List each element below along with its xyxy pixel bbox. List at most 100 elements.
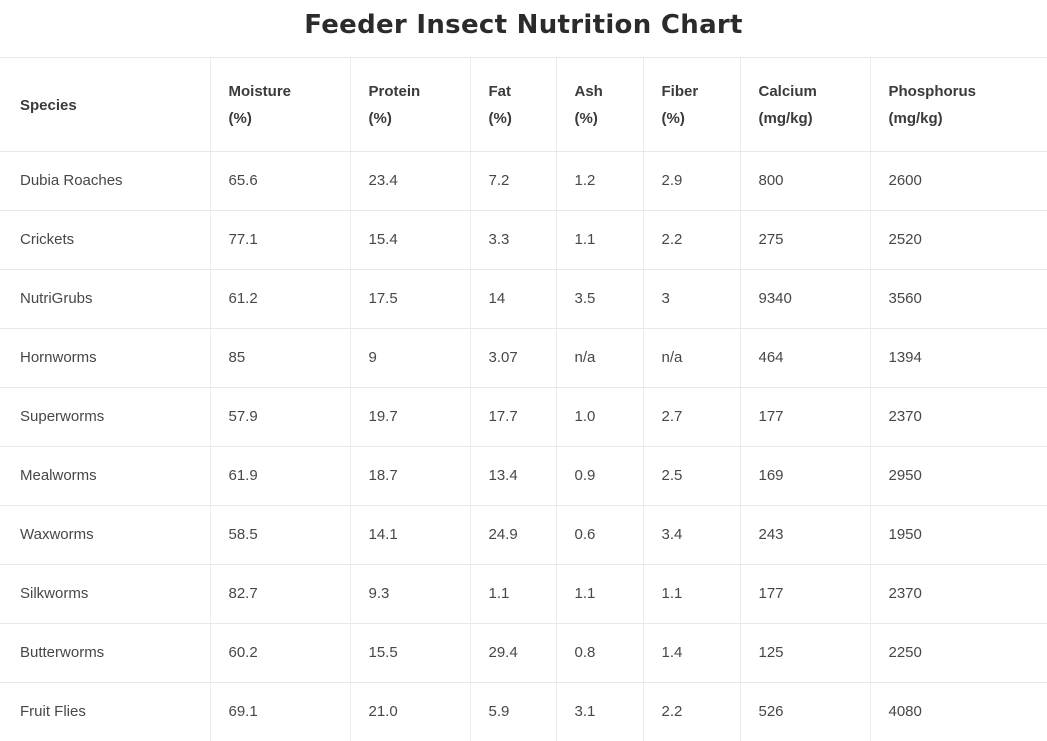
column-label: Phosphorus	[888, 83, 977, 100]
species-cell: Waxworms	[0, 505, 210, 565]
value-cell: 85	[209, 328, 350, 388]
value-cell: 17.5	[349, 269, 470, 329]
column-header-fiber: Fiber (%)	[642, 57, 740, 152]
species-cell: Hornworms	[0, 328, 210, 388]
value-cell: 3.4	[642, 505, 740, 565]
value-cell: 5.9	[469, 682, 556, 741]
value-cell: 9340	[739, 269, 870, 329]
value-cell: 0.8	[555, 623, 643, 683]
value-cell: 58.5	[209, 505, 350, 565]
value-cell: 82.7	[209, 564, 350, 624]
value-cell: 3.1	[555, 682, 643, 741]
table-row: Superworms 57.9 19.7 17.7 1.0 2.7 177 2370	[0, 387, 1047, 447]
value-cell: 77.1	[209, 210, 350, 270]
value-cell: 23.4	[349, 151, 470, 211]
column-unit: (%)	[661, 110, 685, 127]
value-cell: 60.2	[209, 623, 350, 683]
header-row: Species Moisture (%) Protein (%) Fat (%) As…	[0, 57, 1047, 152]
value-cell: 169	[739, 446, 870, 506]
value-cell: 4080	[869, 682, 1047, 741]
column-label: Fiber	[661, 83, 699, 100]
column-header-calcium: Calcium (mg/kg)	[739, 57, 870, 152]
value-cell: 1.1	[642, 564, 740, 624]
species-cell: Butterworms	[0, 623, 210, 683]
species-cell: Dubia Roaches	[20, 172, 123, 189]
table-row: NutriGrubs 61.2 17.5 14 3.5 3 9340 3560	[0, 269, 1047, 329]
value-cell: 1.1	[555, 210, 643, 270]
species-cell: Fruit Flies	[0, 682, 210, 741]
table-row: Fruit Flies 69.1 21.0 5.9 3.1 2.2 526 4080	[0, 682, 1047, 741]
column-label: Species	[20, 96, 77, 114]
column-header-moisture: Moisture (%)	[209, 57, 350, 152]
value-cell: 2370	[869, 387, 1047, 447]
column-unit: (mg/kg)	[758, 110, 813, 127]
species-cell: Mealworms	[0, 446, 210, 506]
value-cell: 15.4	[349, 210, 470, 270]
table-header: Species Moisture (%) Protein (%) Fat (%) As…	[0, 57, 1047, 152]
column-unit: (%)	[574, 110, 598, 127]
value-cell: 14	[469, 269, 556, 329]
table-row: Hornworms 85 9 3.07 n/a n/a 464 1394	[0, 328, 1047, 388]
value-cell: 1.1	[469, 564, 556, 624]
species-cell: NutriGrubs	[0, 269, 210, 329]
value-cell: 2950	[869, 446, 1047, 506]
value-cell: 2370	[869, 564, 1047, 624]
species-cell: Silkworms	[0, 564, 210, 624]
value-cell: 24.9	[469, 505, 556, 565]
species-cell: Crickets	[0, 210, 210, 270]
value-cell: 1.1	[555, 564, 643, 624]
column-unit: (%)	[228, 110, 252, 127]
value-cell: 243	[739, 505, 870, 565]
table-body: Dubia Roaches 65.6 23.4 7.2 1.2 2.9 800 2600 Cri…	[0, 151, 1047, 741]
column-unit: (%)	[368, 110, 392, 127]
column-header-phosphorus: Phosphorus (mg/kg)	[869, 57, 1047, 152]
value-cell: 1394	[869, 328, 1047, 388]
value-cell: 3.07	[469, 328, 556, 388]
table-row: Waxworms 58.5 14.1 24.9 0.6 3.4 243 1950	[0, 505, 1047, 565]
value-cell: 3560	[869, 269, 1047, 329]
value-cell: 0.9	[555, 446, 643, 506]
value-cell: 3.5	[555, 269, 643, 329]
column-label: Fat	[488, 83, 512, 100]
table-row: Dubia Roaches 65.6 23.4 7.2 1.2 2.9 800 2600	[0, 151, 1047, 211]
value-cell: 800	[739, 151, 870, 211]
value-cell: 177	[739, 387, 870, 447]
table-row: Butterworms 60.2 15.5 29.4 0.8 1.4 125 2250	[0, 623, 1047, 683]
value-cell: 7.2	[469, 151, 556, 211]
value-cell: 17.7	[469, 387, 556, 447]
value-cell: 464	[739, 328, 870, 388]
value-cell: 275	[739, 210, 870, 270]
value-cell: 61.9	[209, 446, 350, 506]
table-row: Mealworms 61.9 18.7 13.4 0.9 2.5 169 2950	[0, 446, 1047, 506]
value-cell: 13.4	[469, 446, 556, 506]
value-cell: 177	[739, 564, 870, 624]
column-label: Ash	[574, 83, 603, 100]
value-cell: 2.2	[642, 682, 740, 741]
value-cell: 526	[739, 682, 870, 741]
value-cell: 1.0	[555, 387, 643, 447]
value-cell: 3.3	[469, 210, 556, 270]
column-header-ash: Ash (%)	[555, 57, 643, 152]
value-cell: 1950	[869, 505, 1047, 565]
value-cell: 2600	[869, 151, 1047, 211]
value-cell: n/a	[555, 328, 643, 388]
value-cell: 21.0	[349, 682, 470, 741]
column-label: Protein	[368, 83, 421, 100]
value-cell: 1.2	[555, 151, 643, 211]
value-cell: 65.6	[209, 151, 350, 211]
value-cell: 1.4	[642, 623, 740, 683]
value-cell: 2.2	[642, 210, 740, 270]
table-row: Crickets 77.1 15.4 3.3 1.1 2.2 275 2520	[0, 210, 1047, 270]
value-cell: 2520	[869, 210, 1047, 270]
table-row: Silkworms 82.7 9.3 1.1 1.1 1.1 177 2370	[0, 564, 1047, 624]
value-cell: n/a	[642, 328, 740, 388]
value-cell: 2.5	[642, 446, 740, 506]
value-cell: 9.3	[349, 564, 470, 624]
page-title: Feeder Insect Nutrition Chart	[304, 10, 743, 40]
value-cell: 15.5	[349, 623, 470, 683]
value-cell: 2.9	[642, 151, 740, 211]
value-cell: 0.6	[555, 505, 643, 565]
value-cell: 29.4	[469, 623, 556, 683]
column-unit: (%)	[488, 110, 512, 127]
value-cell: 125	[739, 623, 870, 683]
